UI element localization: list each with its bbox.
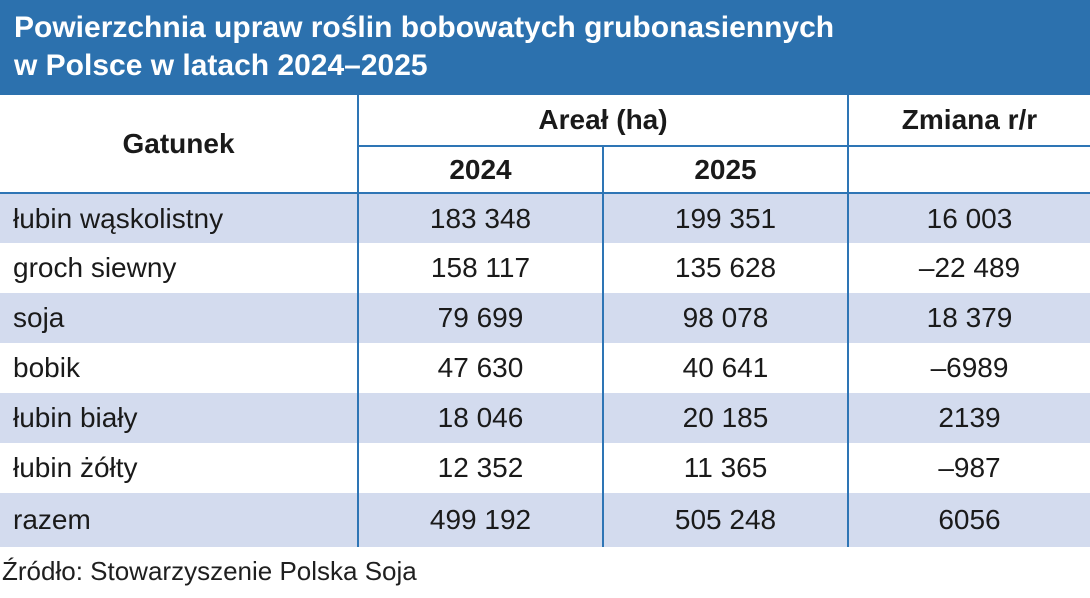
area-2024-cell: 18 046 <box>358 393 604 443</box>
column-header-area-group: Areał (ha) <box>358 95 849 147</box>
species-cell: razem <box>0 493 359 547</box>
area-2024-cell: 12 352 <box>358 443 604 493</box>
column-header-change: Zmiana r/r <box>848 95 1090 147</box>
table-row: soja 79 699 98 078 18 379 <box>0 293 1090 343</box>
species-cell: łubin biały <box>0 393 359 443</box>
change-cell: –987 <box>938 452 1001 483</box>
area-2025-cell: 505 248 <box>603 493 849 547</box>
area-2025-cell: 199 351 <box>603 193 849 243</box>
header-row-years: 2024 2025 <box>0 146 1090 194</box>
area-2025-cell: 40 641 <box>603 343 849 393</box>
change-cell: 16 003 <box>926 202 1013 234</box>
area-2024-cell: 158 117 <box>358 243 604 293</box>
page-title-line-2: w Polsce w latach 2024–2025 <box>14 49 428 82</box>
footer: Źródło: Stowarzyszenie Polska Soja <box>0 547 1090 587</box>
title-bar: Powierzchnia upraw roślin bobowatych gru… <box>0 0 1090 95</box>
change-cell: 2139 <box>938 402 1001 433</box>
column-header-2025: 2025 <box>603 146 849 194</box>
table-row: łubin wąskolistny 183 348 199 351 16 003 <box>0 193 1090 243</box>
area-2025-cell: 98 078 <box>603 293 849 343</box>
source-note: Źródło: Stowarzyszenie Polska Soja <box>2 556 417 586</box>
area-2024-cell: 47 630 <box>358 343 604 393</box>
area-2024-cell: 79 699 <box>358 293 604 343</box>
change-cell: –22 489 <box>918 252 1021 283</box>
table-row: groch siewny 158 117 135 628 –22 489 <box>0 243 1090 293</box>
table-row: łubin biały 18 046 20 185 2139 <box>0 393 1090 443</box>
area-2024-cell: 183 348 <box>358 193 604 243</box>
area-2025-cell: 20 185 <box>603 393 849 443</box>
species-cell: soja <box>0 293 359 343</box>
page-title-line-1: Powierzchnia upraw roślin bobowatych gru… <box>14 11 835 44</box>
area-2025-cell: 11 365 <box>603 443 849 493</box>
area-2025-cell: 135 628 <box>603 243 849 293</box>
change-cell: 18 379 <box>926 302 1013 333</box>
species-cell: łubin wąskolistny <box>0 193 359 243</box>
column-header-2024: 2024 <box>358 146 604 194</box>
change-cell: –6989 <box>930 352 1009 383</box>
crop-area-table: Gatunek Areał (ha) Zmiana r/r 2024 2025 … <box>0 95 1090 547</box>
table-row: bobik 47 630 40 641 –6989 <box>0 343 1090 393</box>
table-row-total: razem 499 192 505 248 6056 <box>0 493 1090 547</box>
species-cell: groch siewny <box>0 243 359 293</box>
column-header-change-empty <box>848 146 1090 194</box>
table-row: łubin żółty 12 352 11 365 –987 <box>0 443 1090 493</box>
column-header-species: Gatunek <box>0 95 359 194</box>
change-cell: 6056 <box>938 504 1001 535</box>
species-cell: łubin żółty <box>0 443 359 493</box>
species-cell: bobik <box>0 343 359 393</box>
area-2024-cell: 499 192 <box>358 493 604 547</box>
header-row-groups: Gatunek Areał (ha) Zmiana r/r <box>0 95 1090 194</box>
